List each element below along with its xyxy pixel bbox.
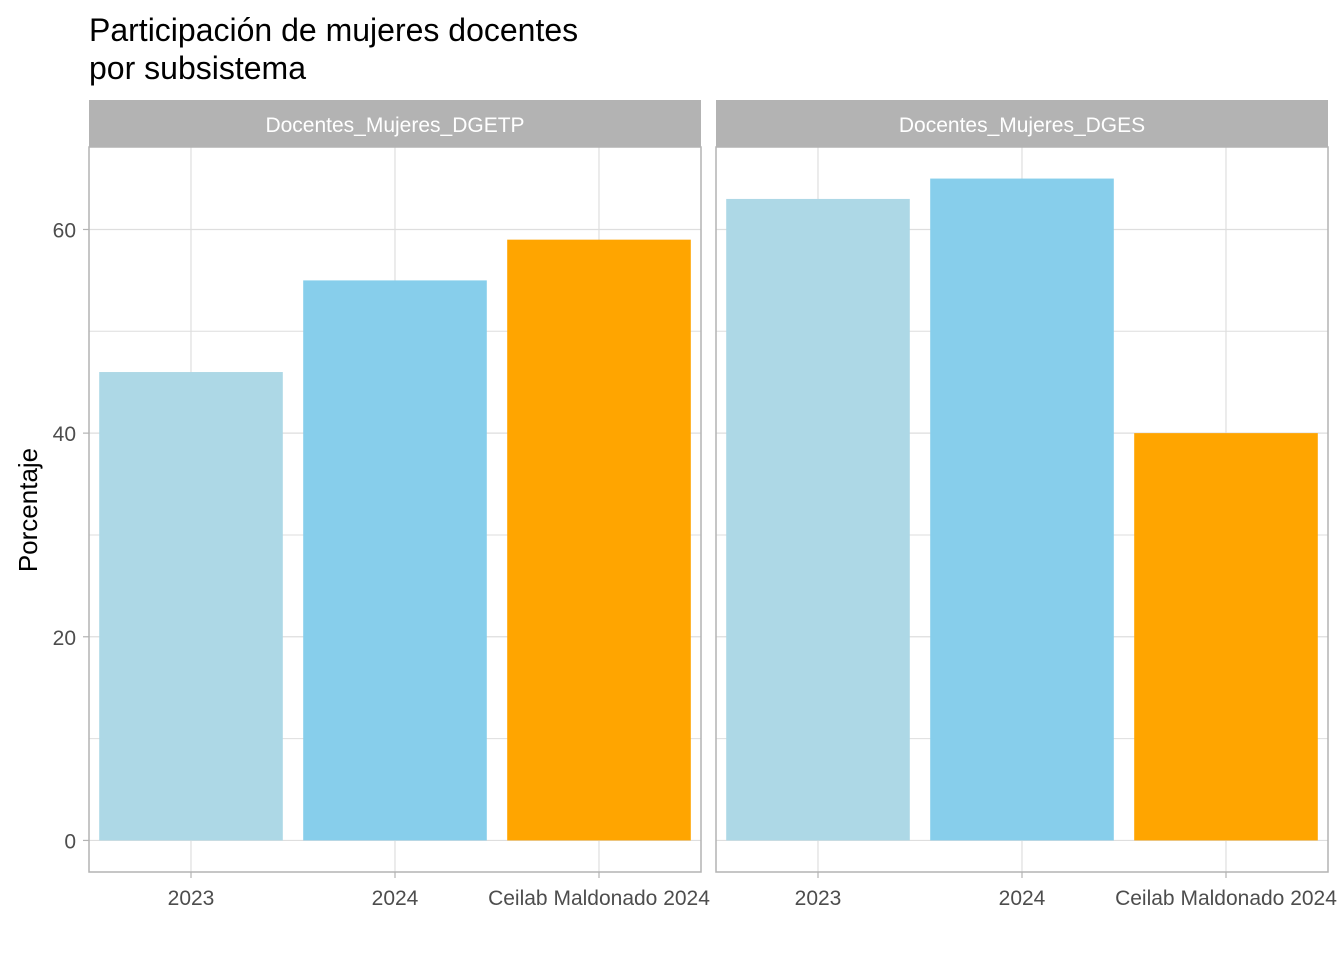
facet-strip [89, 100, 701, 147]
chart-title-line-1: Participación de mujeres docentes [89, 12, 578, 48]
bar-ceilab-maldonado-2024 [507, 239, 691, 841]
chart-title-line-2: por subsistema [89, 50, 306, 86]
y-tick-label: 40 [53, 423, 76, 446]
bar-2024 [303, 280, 487, 841]
x-tick-label: 2023 [168, 887, 215, 910]
bar-2024 [930, 178, 1114, 841]
facet-strip-label: Docentes_Mujeres_DGETP [265, 114, 524, 137]
bar-ceilab-maldonado-2024 [1134, 433, 1318, 841]
y-tick-label: 0 [64, 830, 76, 853]
y-tick-label: 20 [53, 627, 76, 650]
bar-2023 [99, 372, 283, 841]
y-tick-label: 60 [53, 219, 76, 242]
facet-panel-0: Docentes_Mujeres_DGETP 2023 2024 Ceilab Mal… [53, 100, 710, 910]
x-tick-label: 2023 [795, 887, 842, 910]
bar-2023 [726, 198, 910, 841]
x-tick-label: 2024 [999, 887, 1046, 910]
facet-panels: Docentes_Mujeres_DGETP 2023 2024 Ceilab Mal… [53, 100, 1337, 910]
y-axis-title: Porcentaje [13, 448, 43, 572]
x-tick-label: 2024 [372, 887, 419, 910]
x-tick-label: Ceilab Maldonado 2024 [1115, 887, 1337, 910]
facet-strip [716, 100, 1328, 147]
facet-strip-label: Docentes_Mujeres_DGES [899, 114, 1145, 137]
facet-panel-1: Docentes_Mujeres_DGES 2023 2024 Ceilab Mald… [715, 100, 1337, 910]
x-tick-label: Ceilab Maldonado 2024 [488, 887, 710, 910]
